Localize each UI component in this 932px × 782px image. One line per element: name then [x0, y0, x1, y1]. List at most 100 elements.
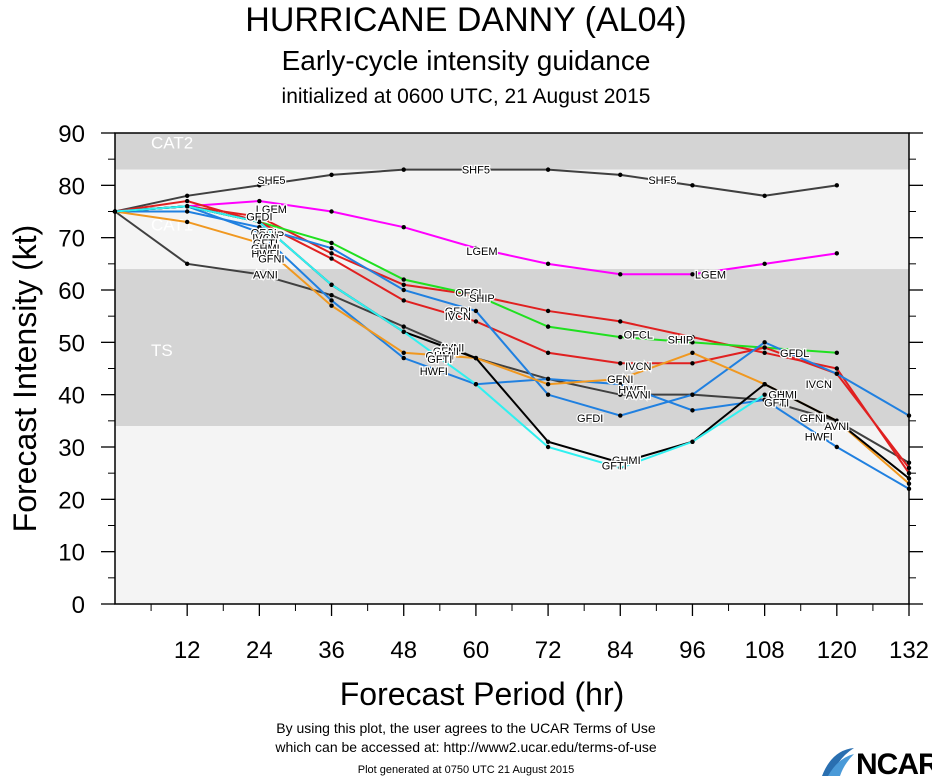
terms-line-2: which can be accessed at: http://www2.uc…	[275, 739, 657, 755]
model-label: GFTI	[427, 354, 452, 366]
data-point	[834, 418, 840, 424]
data-point	[473, 319, 479, 324]
data-point	[329, 303, 334, 308]
data-point	[906, 470, 912, 476]
data-point	[834, 183, 840, 188]
data-point	[762, 397, 767, 403]
model-label: GFNI	[433, 346, 459, 358]
data-point	[184, 198, 190, 204]
intensity-band	[115, 169, 909, 270]
data-point	[545, 444, 551, 450]
model-label: SHIP	[668, 335, 694, 347]
data-point	[906, 486, 912, 492]
x-tick-label: 120	[817, 637, 857, 664]
series-gfti	[112, 204, 767, 471]
model-label: GHMI	[425, 350, 454, 362]
data-point	[690, 340, 695, 345]
data-point	[401, 277, 406, 282]
data-point	[618, 319, 623, 324]
data-point	[401, 225, 406, 230]
data-point	[329, 256, 334, 261]
y-axis-label: Forecast Intensity (kt)	[7, 225, 43, 533]
data-point	[834, 350, 840, 355]
intensity-band	[115, 426, 909, 604]
data-point	[906, 413, 912, 418]
model-label: GHMI	[612, 455, 641, 467]
model-label: LGEM	[256, 204, 287, 216]
data-point	[545, 382, 551, 387]
data-point	[257, 272, 262, 277]
x-tick-label: 48	[390, 637, 417, 664]
data-point	[906, 465, 912, 471]
data-point	[690, 361, 695, 366]
model-label: OFCL	[251, 227, 280, 239]
y-tick-label: 30	[58, 435, 85, 462]
data-point	[257, 198, 262, 204]
data-point	[401, 350, 406, 355]
model-label: SHF5	[462, 165, 490, 177]
model-label: OFCL	[624, 329, 653, 341]
model-label: HWFI	[618, 384, 646, 396]
model-label: GFNI	[800, 413, 826, 425]
data-point	[834, 251, 840, 256]
model-label: GHMI	[251, 243, 280, 255]
model-label: GFTI	[764, 398, 789, 410]
data-point	[834, 444, 840, 450]
data-point	[545, 324, 551, 329]
model-label: AVNI	[626, 390, 651, 402]
data-point	[257, 230, 262, 235]
y-tick-label: 40	[58, 383, 85, 410]
series-line	[114, 205, 910, 474]
data-point	[618, 392, 623, 397]
x-axis-label: Forecast Period (hr)	[340, 676, 625, 712]
x-tick-label: 60	[463, 637, 490, 664]
data-point	[257, 214, 262, 219]
data-point	[762, 340, 767, 345]
model-label: GFDL	[780, 348, 809, 360]
intensity-band	[115, 133, 909, 170]
data-point	[762, 261, 767, 267]
chart-title: HURRICANE DANNY (AL04)	[245, 1, 687, 39]
data-point	[545, 350, 551, 355]
model-label: SHF5	[648, 175, 676, 187]
data-point	[690, 272, 695, 277]
data-point	[473, 167, 479, 172]
ncar-logo-icon	[822, 748, 854, 776]
data-point	[762, 350, 767, 355]
data-point	[906, 460, 912, 465]
model-label: LGEM	[466, 246, 497, 258]
data-point	[690, 408, 695, 413]
band-label: TS	[151, 341, 173, 360]
data-point	[257, 225, 262, 230]
model-label: GFDI	[445, 306, 471, 318]
data-point	[618, 376, 623, 382]
data-point	[257, 183, 262, 188]
series-line	[114, 205, 910, 490]
data-point	[257, 219, 262, 225]
model-label: SHIP	[259, 230, 285, 242]
data-point	[184, 204, 190, 209]
y-tick-label: 50	[58, 330, 85, 357]
data-point	[401, 167, 406, 172]
init-time: initialized at 0600 UTC, 21 August 2015	[281, 85, 651, 108]
data-point	[473, 355, 479, 361]
data-point	[690, 392, 695, 397]
data-point	[545, 376, 551, 382]
y-tick-label: 0	[72, 592, 85, 619]
data-point	[545, 308, 551, 314]
data-point	[690, 439, 695, 444]
data-point	[545, 392, 551, 397]
model-label: SHIP	[469, 293, 495, 305]
data-point	[762, 382, 767, 387]
model-label: HWFI	[420, 366, 448, 378]
data-point	[184, 193, 190, 198]
data-point	[834, 366, 840, 371]
model-label: HWFI	[251, 248, 279, 260]
x-tick-label: 96	[679, 637, 706, 664]
x-tick-label: 12	[174, 637, 201, 664]
x-tick-label: 36	[318, 637, 345, 664]
model-label: GFDI	[577, 413, 603, 425]
model-label: GFNI	[607, 374, 633, 386]
data-point	[329, 251, 334, 256]
